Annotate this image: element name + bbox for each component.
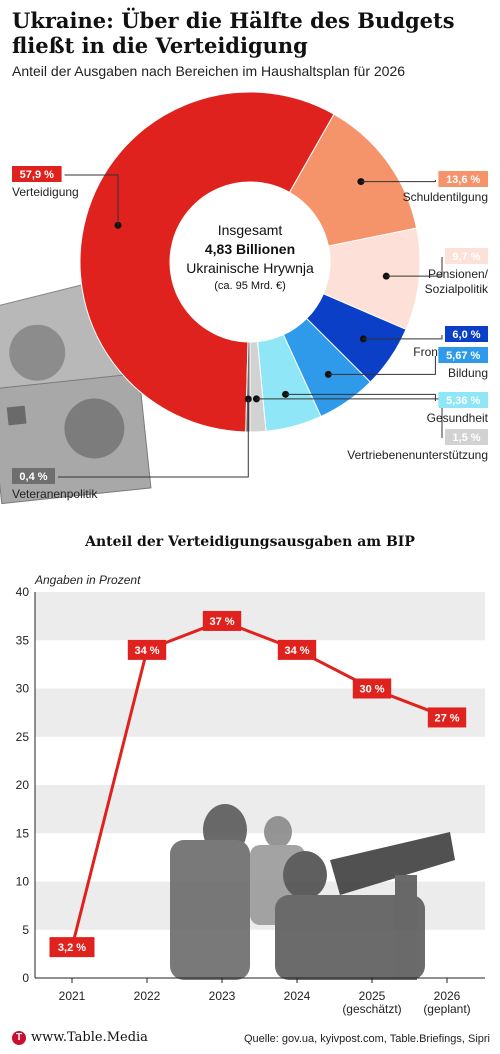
x-tick-label: 2023 [209, 989, 236, 1003]
leader-line-schuldentilgung [360, 180, 436, 183]
y-tick-label: 5 [22, 923, 29, 937]
point-label: 34 % [134, 645, 159, 657]
badge-vertriebenenunterst-tzung [445, 429, 488, 445]
leader-line-pensionen-sozialpolitik [386, 257, 443, 277]
slice-name-pensionen-sozialpolitik: Sozialpolitik [425, 282, 489, 296]
point-badge [49, 937, 95, 958]
center-euro-value: (ca. 95 Mrd. €) [214, 280, 286, 292]
donut-leaders [58, 174, 443, 478]
point-badge [352, 678, 392, 699]
slice-name-schuldentilgung: Schuldentilgung [403, 190, 488, 204]
x-tick-label: (geschätzt) [342, 1002, 401, 1016]
y-axis-label: Angaben in Prozent [34, 573, 141, 587]
badge-label-gesundheit: 5,36 % [446, 395, 480, 407]
leader-line-bildung [328, 356, 436, 375]
leader-line-frontregionen [363, 335, 443, 340]
y-tick-label: 35 [16, 633, 30, 647]
point-badge [427, 707, 467, 728]
x-tick-label: (geplant) [423, 1002, 470, 1016]
point-badge [277, 639, 317, 660]
soldier-illustration [170, 804, 455, 980]
badge-label-veteranenpolitik: 0,4 % [19, 471, 47, 483]
badge-label-pensionen-sozialpolitik: 9,7 % [452, 251, 480, 263]
y-axis-ticks: 0 5 10 15 20 25 30 35 40 [16, 585, 30, 985]
x-tick-label: 2021 [59, 989, 86, 1003]
grid-band [35, 688, 485, 737]
donut-center: Insgesamt 4,83 Billionen Ukrainische Hry… [170, 182, 330, 342]
point-badge [127, 639, 167, 660]
x-tick-label: 2025 [359, 989, 386, 1003]
y-tick-label: 0 [22, 971, 29, 985]
table-logo-icon: T [12, 1030, 26, 1045]
center-currency: Ukrainische Hrywnja [186, 260, 314, 276]
slice-name-bildung: Bildung [448, 366, 488, 380]
line-point-labels: 3,2 % 34 % 37 % 34 % 30 % 27 % [49, 610, 467, 958]
badge-pensionen-sozialpolitik [445, 248, 488, 264]
leader-line-verteidigung [64, 174, 119, 226]
x-tick-label: 2022 [134, 989, 161, 1003]
point-badge [202, 610, 242, 631]
y-tick-label: 15 [16, 826, 30, 840]
badge-label-verteidigung: 57,9 % [20, 169, 54, 181]
badge-verteidigung [12, 166, 62, 182]
badge-label-vertriebenenunterst-tzung: 1,5 % [452, 432, 480, 444]
x-axis-ticks: 2021 2022 2023 2024 2025(geschätzt) 2026(gepl… [59, 978, 471, 1016]
point-label: 30 % [359, 684, 384, 696]
leader-line-veteranenpolitik [58, 398, 249, 478]
slice-name-vertriebenenunterst-tzung: Vertriebenenunterstützung [347, 448, 488, 462]
point-label: 27 % [434, 712, 459, 724]
source-note: Quelle: gov.ua, kyivpost.com, Table.Brie… [244, 1033, 490, 1045]
donut-slices [79, 91, 421, 433]
y-tick-label: 25 [16, 730, 30, 744]
y-tick-label: 40 [16, 585, 30, 599]
badge-schuldentilgung [438, 171, 488, 187]
slice-name-gesundheit: Gesundheit [427, 411, 489, 425]
badge-veteranenpolitik [12, 468, 55, 484]
brand-logo[interactable]: T www.Table.Media [12, 1030, 148, 1045]
point-label: 34 % [284, 645, 309, 657]
y-tick-label: 20 [16, 778, 30, 792]
slice-name-pensionen-sozialpolitik: Pensionen/ [428, 267, 489, 281]
line-chart-title: Anteil der Verteidigungsausgaben am BIP [85, 534, 415, 550]
x-tick-label: 2026 [434, 989, 461, 1003]
point-label: 3,2 % [58, 942, 86, 954]
center-total-value: 4,83 Billionen [205, 241, 295, 257]
badge-label-bildung: 5,67 % [446, 350, 480, 362]
center-total-label: Insgesamt [218, 222, 283, 238]
y-tick-label: 10 [16, 875, 30, 889]
donut-chart: Insgesamt 4,83 Billionen Ukrainische Hry… [0, 91, 489, 505]
badge-frontregionen [445, 326, 488, 342]
y-tick-label: 30 [16, 682, 30, 696]
slice-name-veteranenpolitik: Veteranenpolitik [12, 487, 98, 501]
point-label: 37 % [209, 616, 234, 628]
badge-label-schuldentilgung: 13,6 % [446, 174, 480, 186]
chart-title: Ukraine: Über die Hälfte des Budgets fli… [12, 8, 455, 58]
x-tick-label: 2024 [284, 989, 311, 1003]
badge-label-frontregionen: 6,0 % [452, 329, 480, 341]
donut-labels: 57,9 % Verteidigung 13,6 % Schuldentilgung 9… [12, 166, 489, 501]
slice-verteidigung [79, 91, 335, 433]
chart-subtitle: Anteil der Ausgaben nach Bereichen im Ha… [12, 63, 406, 79]
badge-gesundheit [438, 392, 488, 408]
badge-bildung [438, 347, 488, 363]
slice-name-verteidigung: Verteidigung [12, 185, 79, 199]
brand-url: www.Table.Media [31, 1030, 148, 1045]
grid-band [35, 592, 485, 641]
